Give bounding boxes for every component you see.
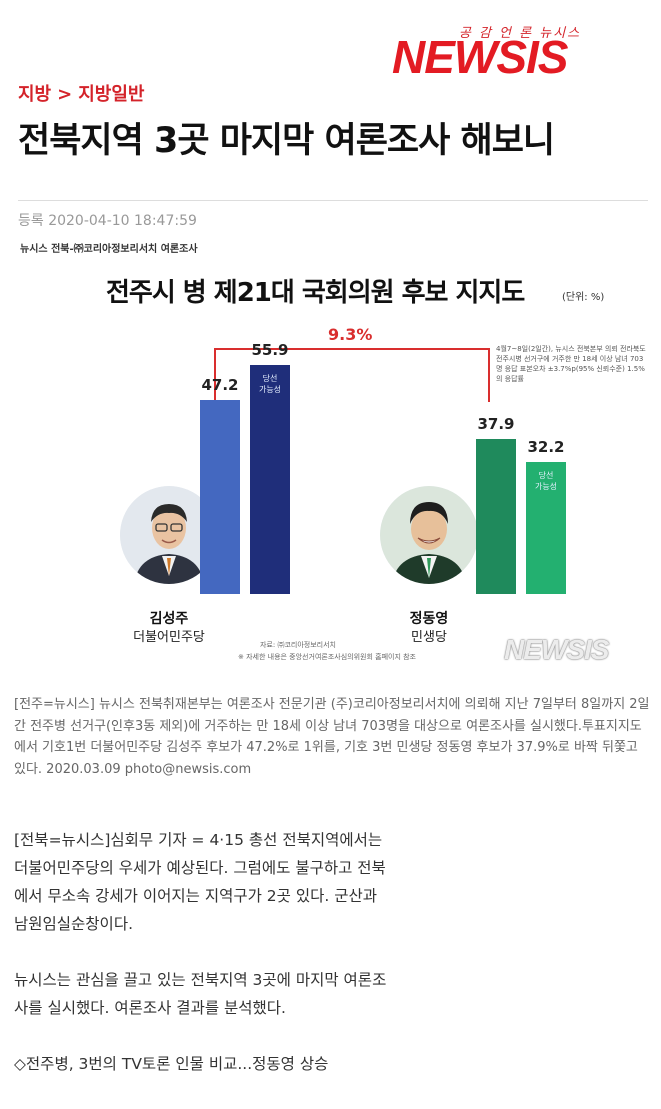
chart-bar: [250, 364, 290, 594]
article-title: 전북지역 3곳 마지막 여론조사 해보니: [18, 121, 555, 161]
person-icon: [120, 486, 218, 584]
candidate-name-chung: 정동영: [409, 611, 449, 627]
photo-caption: [전주=뉴시스] 뉴시스 전북취재본부는 여론조사 전문기관 (주)코리아정보리…: [14, 697, 650, 777]
bar-value-label: 32.2: [527, 437, 565, 456]
body-paragraph: [전북=뉴시스]심회무 기자 = 4·15 총선 전북지역에서는 더불어민주당의…: [14, 831, 386, 933]
survey-source: 뉴시스 전북-㈜코리아정보리서치 여론조사: [20, 244, 198, 255]
bar-value-label: 47.2: [201, 376, 239, 395]
chart-title: 전주시 병 제21대 국회의원 후보 지지도: [106, 278, 525, 308]
win-tag-line: 가능성: [258, 384, 282, 394]
person-icon: [380, 486, 478, 584]
candidate-party-chung: 민생당: [411, 630, 447, 645]
win-tag-line: 당선: [538, 470, 554, 480]
body-paragraph: 뉴시스는 관심을 끌고 있는 전북지역 3곳에 마지막 여론조사를 실시했다. …: [14, 971, 387, 1017]
avatar-chung: [380, 486, 478, 584]
win-tag-line: 당선: [262, 373, 278, 383]
newsis-logo[interactable]: NEWSIS: [392, 31, 568, 83]
chart-footnote: ※ 자세한 내용은 중앙선거여론조사심의위원회 홈페이지 참조: [238, 653, 416, 661]
breadcrumb-separator: >: [57, 84, 73, 105]
candidate-party-kim: 더불어민주당: [133, 630, 205, 645]
article-body: [전북=뉴시스]심회무 기자 = 4·15 총선 전북지역에서는 더불어민주당의…: [14, 826, 394, 1106]
gap-connector: [214, 348, 490, 402]
divider: [18, 200, 648, 201]
candidate-name-kim: 김성주: [149, 611, 189, 627]
survey-note: 4월7~8일(2일간), 뉴시스 전북본부 의뢰 전라북도 전주시병 선거구에 …: [496, 345, 646, 383]
win-probability-tag: 당선 가능성: [250, 373, 290, 395]
win-probability-tag: 당선 가능성: [526, 470, 566, 492]
win-tag-line: 가능성: [534, 481, 558, 491]
logo-tagline: 공 감 언 론 뉴시스: [458, 26, 582, 41]
chart-unit: (단위: %): [562, 292, 605, 303]
breadcrumb-subsection[interactable]: 지방일반: [78, 84, 145, 105]
chart-credit: 자료: ㈜코리아정보리서치: [260, 641, 336, 649]
gap-label: 9.3%: [328, 325, 373, 344]
breadcrumb: 지방 > 지방일반: [18, 80, 144, 106]
bar-value-label: 37.9: [477, 414, 515, 433]
chart-bar: [476, 438, 516, 594]
chart-bar: [200, 400, 240, 594]
newsis-watermark: NEWSIS: [504, 634, 609, 665]
infographic: 뉴시스 전북-㈜코리아정보리서치 여론조사 전주시 병 제21대 국회의원 후보…: [6, 232, 651, 679]
bar-value-label: 55.9: [251, 340, 289, 359]
breadcrumb-section[interactable]: 지방: [18, 84, 52, 105]
body-subheading: ◇전주병, 3번의 TV토론 인물 비교...정동영 상승: [14, 1055, 329, 1073]
article-date: 등록 2020-04-10 18:47:59: [18, 213, 197, 229]
chart-bar: [526, 461, 566, 594]
